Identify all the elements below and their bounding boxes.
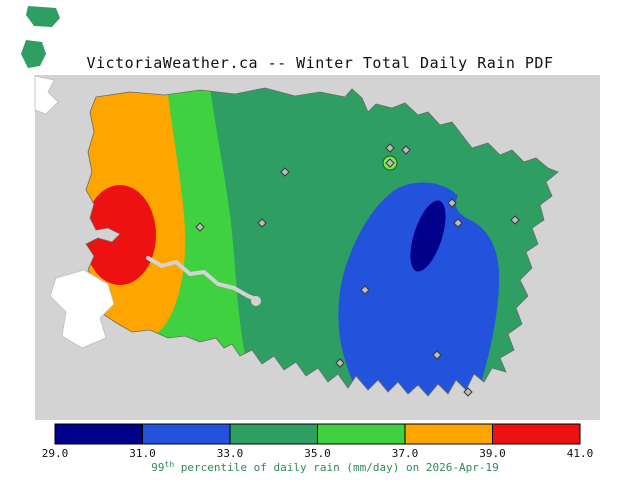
colorbar-tick-4: 35.0	[304, 447, 331, 460]
colorbar-tick-7: 41.0	[567, 447, 594, 460]
coast-notch	[34, 75, 59, 115]
colorbar-tick-5: 37.0	[392, 447, 419, 460]
station-marker	[401, 145, 411, 155]
station-marker	[257, 218, 267, 228]
station-marker	[453, 218, 463, 228]
colorbar-tick-6: 39.0	[479, 447, 506, 460]
colorbar-segment-5	[404, 423, 493, 445]
station-layer	[195, 143, 520, 397]
station-marker	[447, 198, 457, 208]
station-marker	[432, 350, 442, 360]
colorbar-segment-2	[142, 423, 231, 445]
contour-region-navy	[410, 200, 446, 272]
caption-number: 99	[151, 461, 164, 474]
contour-region-red	[86, 185, 156, 285]
colorbar-tick-1: 29.0	[42, 447, 69, 460]
station-marker	[360, 285, 370, 295]
station-marker	[463, 387, 473, 397]
colorbar-segment-6	[492, 423, 581, 445]
inlet-channel	[146, 256, 260, 302]
white-island	[49, 269, 115, 349]
inlet-basin	[251, 296, 261, 306]
island-north-a	[26, 6, 60, 27]
colorbar-segment-3	[229, 423, 318, 445]
station-marker	[195, 222, 205, 232]
highlighted-station-marker	[385, 158, 395, 168]
station-marker	[335, 358, 345, 368]
contour-fill-layer	[86, 88, 558, 396]
colorbar: 29.0 31.0 33.0 35.0 37.0 39.0 41.0 99th …	[42, 423, 594, 474]
station-marker	[510, 215, 520, 225]
station-marker	[280, 167, 290, 177]
island-north-b	[21, 40, 46, 68]
caption-superscript: th	[165, 460, 175, 469]
colorbar-tick-3: 33.0	[217, 447, 244, 460]
colorbar-segment-1	[54, 423, 143, 445]
contour-region-blue	[338, 182, 500, 396]
station-marker	[385, 143, 395, 153]
colorbar-tick-2: 31.0	[129, 447, 156, 460]
colorbar-caption: 99th percentile of daily rain (mm/day) o…	[151, 460, 498, 474]
colorbar-segment-4	[317, 423, 406, 445]
map-title: VictoriaWeather.ca -- Winter Total Daily…	[86, 54, 553, 72]
caption-text: percentile of daily rain (mm/day) on 202…	[174, 461, 499, 474]
